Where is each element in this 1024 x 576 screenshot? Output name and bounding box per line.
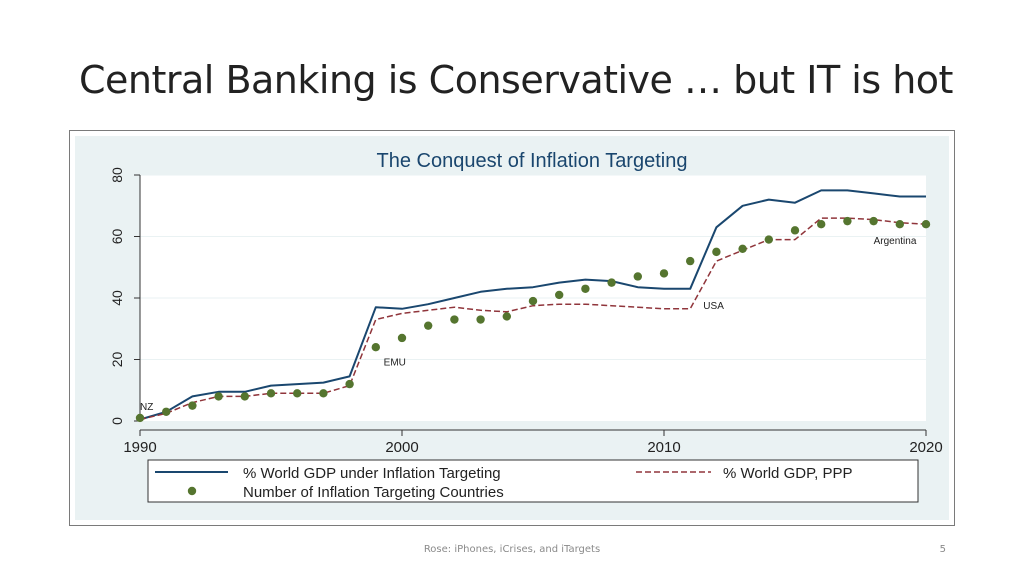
x-tick-label: 1990 [123,439,156,456]
dot-point [555,290,564,300]
dot-point [764,235,773,244]
dot-point [266,389,276,398]
y-tick-label: 0 [109,417,125,425]
y-tick-label: 40 [109,290,125,306]
dot-point [712,247,721,257]
dot-point [502,312,511,321]
annotation-label: USA [703,301,724,312]
dot-point [659,269,669,278]
ppp-gdp-dashed-line [139,217,927,421]
dot-point [869,216,878,226]
slide-number: 5 [939,544,946,555]
legend-key-dots [187,486,197,496]
annotation-label: EMU [384,358,406,369]
legend-box [147,459,919,503]
dot-point [214,392,223,401]
dot-point [188,401,197,410]
y-tick-label: 80 [109,167,125,183]
legend-label-gdp: % World GDP under Inflation Targeting [243,465,501,482]
dot-point [345,379,354,389]
dot-point [633,272,642,281]
dot-point [528,296,538,306]
chart-title: The Conquest of Inflation Targeting [377,150,688,172]
dot-point [424,321,433,330]
x-tick-label: 2010 [647,439,680,456]
y-tick-label: 60 [109,229,125,245]
chart-legend: % World GDP under Inflation Targeting % W… [147,459,919,503]
y-tick-label: 20 [109,352,125,368]
annotation-label: Argentina [874,236,917,247]
dot-point [135,413,145,423]
dot-point [895,220,904,229]
legend-label-ppp: % World GDP, PPP [723,465,853,482]
dot-point [371,343,380,352]
dot-point [738,244,747,253]
world-gdp-line [139,189,926,421]
slide-footer: Rose: iPhones, iCrises, and iTargets [423,544,601,555]
dot-point [293,389,302,398]
dot-point [607,278,616,287]
dot-point [476,315,485,324]
dot-point [686,256,695,266]
dot-point [581,284,590,293]
plot-area: 0 20 40 60 80 1990 2000 2010 2020 NZ EMU USA Argenti… [109,167,943,456]
dot-point [790,226,800,235]
dot-point [843,216,852,226]
dot-point [397,333,407,343]
dot-point [319,389,328,398]
dot-point [817,220,826,229]
dot-point [162,407,171,416]
x-tick-label: 2000 [385,439,418,456]
dot-point [450,315,459,324]
x-tick-label: 2020 [909,439,942,456]
dot-point [240,392,249,401]
dot-point [921,220,931,229]
legend-label-countries: Number of Inflation Targeting Countries [243,484,504,501]
annotation-label: NZ [140,402,153,413]
inflation-targeting-chart: The Conquest of Inflation Targeting 0 20 4… [75,136,949,520]
slide-title: Central Banking is Conservative … but IT… [79,58,953,102]
chart-frame: The Conquest of Inflation Targeting 0 20 4… [69,130,955,526]
